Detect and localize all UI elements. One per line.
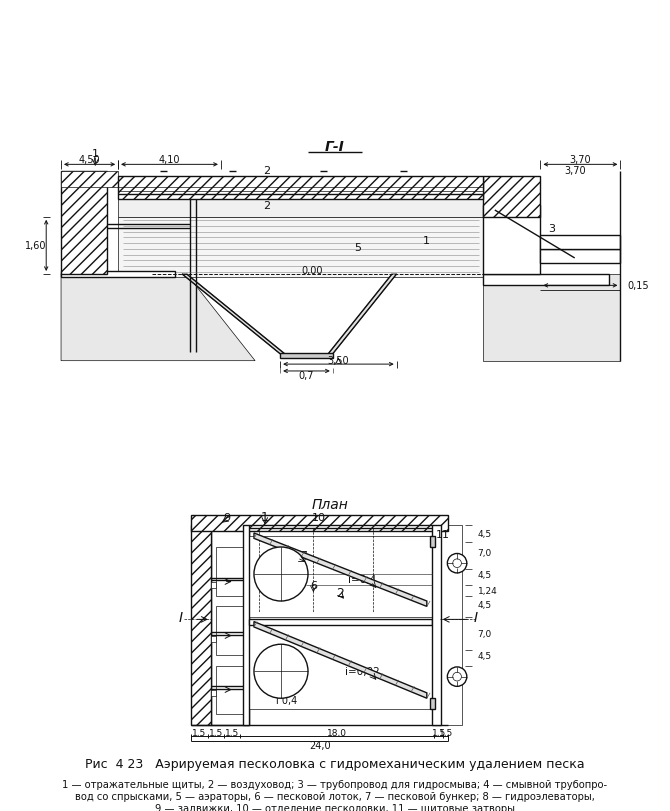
Polygon shape <box>483 275 620 361</box>
Text: 3,50: 3,50 <box>328 355 349 365</box>
Bar <box>211 581 216 588</box>
Bar <box>61 172 118 188</box>
Text: 4,5: 4,5 <box>478 570 492 579</box>
Text: 5: 5 <box>354 242 361 252</box>
Text: 1,5: 1,5 <box>208 728 222 737</box>
Bar <box>432 526 441 725</box>
Bar <box>118 200 483 217</box>
Text: 2: 2 <box>263 201 270 211</box>
Bar <box>541 250 620 264</box>
Polygon shape <box>254 622 427 698</box>
Text: 24,0: 24,0 <box>309 740 331 750</box>
Bar <box>211 526 249 725</box>
Text: 1,5: 1,5 <box>224 728 239 737</box>
Bar <box>249 619 432 625</box>
Text: 1,60: 1,60 <box>25 241 47 251</box>
Bar <box>430 698 436 709</box>
Bar <box>61 172 107 275</box>
Text: 1,24: 1,24 <box>478 586 497 595</box>
Text: 1: 1 <box>423 235 430 246</box>
Bar <box>216 666 243 714</box>
Text: 7,0: 7,0 <box>478 548 492 557</box>
Text: вод со спрысками, 5 — аэраторы, 6 — песковой лоток, 7 — песковой бункер; 8 — гид: вод со спрысками, 5 — аэраторы, 6 — песк… <box>75 792 595 801</box>
Bar <box>211 636 216 642</box>
Text: 1,5: 1,5 <box>439 728 453 737</box>
Bar <box>118 177 483 200</box>
Text: 4,50: 4,50 <box>79 154 100 165</box>
Bar <box>483 206 541 275</box>
Bar <box>192 526 211 725</box>
Text: I: I <box>474 611 478 624</box>
Circle shape <box>448 554 467 573</box>
Polygon shape <box>254 534 427 607</box>
Text: 8: 8 <box>283 551 290 561</box>
Circle shape <box>254 645 308 698</box>
Text: План: План <box>311 497 348 511</box>
Bar <box>61 271 175 278</box>
Bar <box>441 526 462 725</box>
Text: 9: 9 <box>223 512 230 522</box>
Circle shape <box>453 672 462 681</box>
Text: 18,0: 18,0 <box>327 728 347 737</box>
Circle shape <box>254 547 308 601</box>
Text: 4,10: 4,10 <box>159 154 180 165</box>
Bar <box>211 689 216 696</box>
Bar <box>249 623 432 709</box>
Text: i=0,02: i=0,02 <box>344 667 379 676</box>
Text: 10: 10 <box>312 512 326 522</box>
Text: 6: 6 <box>310 580 317 590</box>
Bar <box>216 607 243 655</box>
Text: 1 — отражательные щиты, 2 — воздуховод; 3 — трубопровод для гидросмыва; 4 — смыв: 1 — отражательные щиты, 2 — воздуховод; … <box>62 779 608 789</box>
Bar <box>243 526 249 725</box>
Text: 9 — задвижки, 10 — отделение песколовки, 11 — щитовые затворы: 9 — задвижки, 10 — отделение песколовки,… <box>155 803 515 811</box>
Text: 3,70: 3,70 <box>564 166 586 176</box>
Bar <box>541 236 620 250</box>
Text: Рис  4 23   Аэрируемая песколовка с гидромеханическим удалением песка: Рис 4 23 Аэрируемая песколовка с гидроме… <box>85 757 585 770</box>
Text: 4,5: 4,5 <box>478 600 492 609</box>
Bar <box>216 547 243 596</box>
Circle shape <box>448 667 467 687</box>
Polygon shape <box>182 275 397 354</box>
Bar <box>192 515 448 531</box>
Text: 7: 7 <box>288 551 295 564</box>
Text: 0,15: 0,15 <box>627 281 649 291</box>
Text: 4,5: 4,5 <box>478 650 492 659</box>
Text: 11: 11 <box>436 530 450 539</box>
Text: 1: 1 <box>261 511 269 524</box>
Text: 2: 2 <box>336 586 344 599</box>
Text: 1: 1 <box>92 148 98 159</box>
Text: 3,70: 3,70 <box>570 154 591 165</box>
Bar <box>280 354 333 359</box>
Text: 1,5: 1,5 <box>192 728 206 737</box>
Text: i 0,4: i 0,4 <box>276 696 297 706</box>
Text: 2: 2 <box>263 166 270 176</box>
Text: 0,7: 0,7 <box>299 371 314 380</box>
Text: д: д <box>298 547 307 560</box>
Text: I: I <box>178 611 182 624</box>
Text: 3: 3 <box>548 224 555 234</box>
Text: 1,5: 1,5 <box>431 728 446 737</box>
Bar <box>483 275 609 286</box>
Text: 4,5: 4,5 <box>478 530 492 539</box>
Text: 0,00: 0,00 <box>302 265 323 276</box>
Polygon shape <box>61 275 255 361</box>
Bar <box>430 537 436 547</box>
Text: Г-I: Г-I <box>325 140 345 154</box>
Bar <box>118 217 483 278</box>
Text: i=0,4: i=0,4 <box>348 575 376 585</box>
Text: 7,0: 7,0 <box>478 629 492 638</box>
Bar <box>483 177 541 217</box>
Bar <box>249 537 432 617</box>
Circle shape <box>453 560 462 568</box>
